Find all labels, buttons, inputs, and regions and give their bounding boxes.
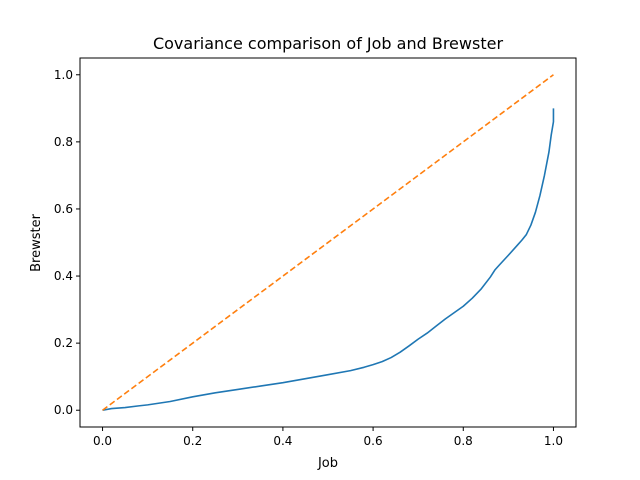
- y-tick-label: 0.8: [54, 135, 73, 149]
- y-tick-label: 0.6: [54, 202, 73, 216]
- y-axis-title: Brewster: [29, 213, 44, 271]
- x-tick-label: 0.0: [93, 434, 112, 448]
- x-tick-label: 0.8: [454, 434, 473, 448]
- x-tick-label: 0.6: [364, 434, 383, 448]
- plot-content: [102, 74, 555, 412]
- covariance-curve-line: [102, 108, 555, 412]
- x-axis-title: Job: [317, 456, 338, 471]
- y-tick-label: 0.4: [54, 269, 73, 283]
- x-tick-label: 1.0: [544, 434, 563, 448]
- y-tick-label: 0.0: [54, 403, 73, 417]
- x-tick-label: 0.2: [183, 434, 202, 448]
- x-tick-label: 0.4: [273, 434, 292, 448]
- y-tick-label: 0.2: [54, 336, 73, 350]
- chart-title: Covariance comparison of Job and Brewste…: [153, 34, 503, 53]
- y-tick-label: 1.0: [54, 68, 73, 82]
- x-ticks: 0.0 0.2 0.4 0.6 0.8 1.0: [93, 427, 563, 448]
- plot-frame: [79, 57, 577, 428]
- y-ticks: 0.0 0.2 0.4 0.6 0.8 1.0: [54, 68, 80, 417]
- reference-diagonal-line: [102, 74, 554, 411]
